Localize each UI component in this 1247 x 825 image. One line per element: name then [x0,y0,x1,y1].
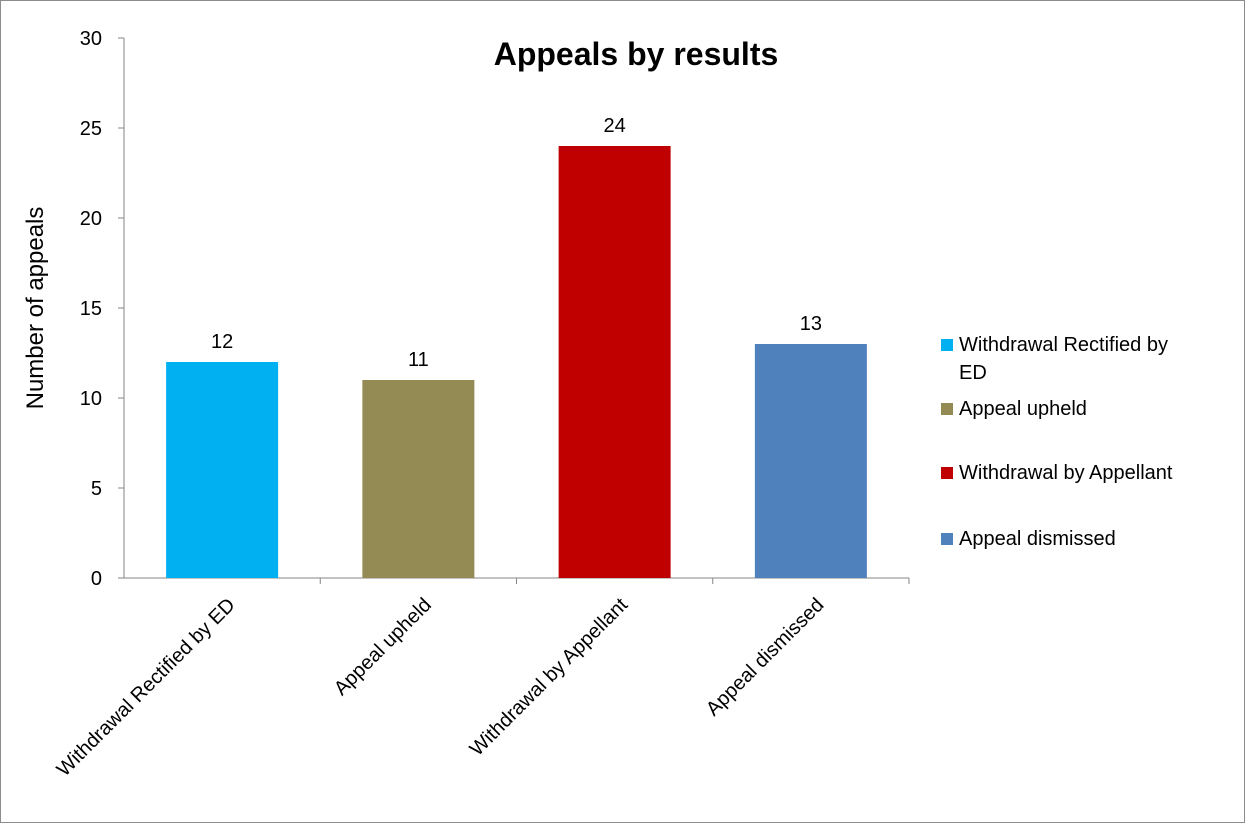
data-label: 11 [408,349,429,371]
bar [166,362,279,578]
legend-swatch [941,403,953,415]
x-tick-label: Appeal dismissed [702,594,828,720]
y-tick-label: 5 [91,478,102,500]
chart-title: Appeals by results [494,36,779,72]
legend-label: Appeal upheld [959,398,1087,420]
legend-swatch [941,467,953,479]
legend-label: Withdrawal Rectified by [959,334,1168,356]
x-tick-label: Appeal upheld [330,594,436,700]
y-axis-label: Number of appeals [22,207,49,410]
data-label: 13 [800,313,822,335]
x-tick-label: Withdrawal Rectified by ED [53,594,240,781]
y-tick-label: 15 [80,298,102,320]
legend-label: ED [959,362,987,384]
bar [362,380,475,578]
bar [558,146,671,578]
bar [754,344,867,578]
y-tick-label: 10 [80,388,102,410]
legend-swatch [941,533,953,545]
data-label: 24 [604,115,626,137]
data-label: 12 [211,331,233,353]
bars: 12 11 24 13 [166,115,867,578]
x-tick-label: Withdrawal by Appellant [466,594,633,761]
y-tick-label: 30 [80,28,102,50]
y-tick-label: 0 [91,568,102,590]
y-tick-label: 25 [80,118,102,140]
legend-label: Appeal dismissed [959,528,1116,550]
legend-label: Withdrawal by Appellant [959,462,1173,484]
legend-swatch [941,339,953,351]
legend: Withdrawal Rectified by ED Appeal upheld Wi… [941,334,1173,550]
y-tick-label: 20 [80,208,102,230]
